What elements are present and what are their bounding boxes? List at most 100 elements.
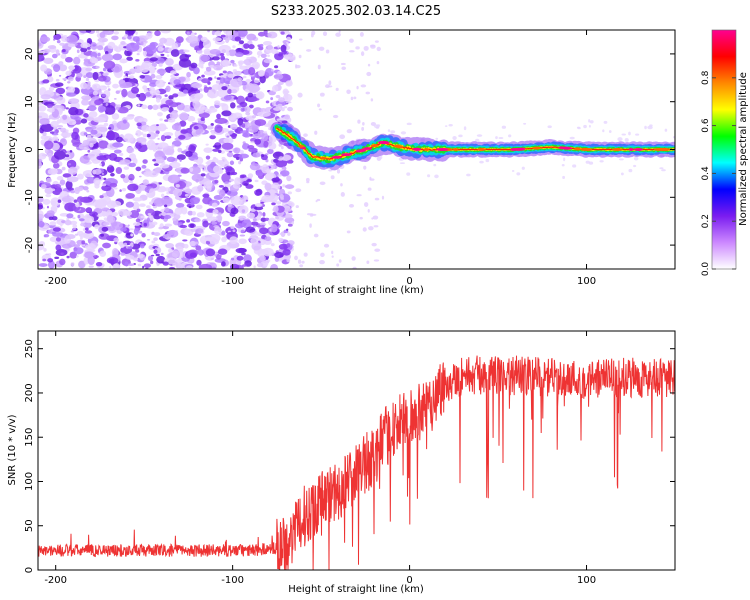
- noise-blob: [661, 169, 666, 172]
- snr-y-axis-label: SNR (10 * v/v): [7, 414, 18, 485]
- noise-blob: [162, 145, 175, 156]
- noise-blob: [72, 121, 76, 125]
- noise-blob: [102, 85, 107, 88]
- signal-hotspot: [583, 148, 593, 151]
- noise-blob: [175, 203, 185, 208]
- noise-blob: [110, 200, 122, 207]
- noise-blob: [322, 31, 328, 37]
- noise-blob: [94, 224, 100, 229]
- noise-blob: [155, 75, 163, 80]
- noise-blob: [83, 132, 88, 136]
- noise-blob: [48, 216, 54, 221]
- signal-hotspot: [423, 148, 430, 151]
- noise-blob: [86, 189, 90, 193]
- noise-blob: [370, 98, 374, 102]
- noise-blob: [227, 88, 232, 95]
- noise-blob: [135, 84, 138, 87]
- noise-blob: [72, 223, 78, 229]
- noise-blob: [156, 255, 166, 264]
- y-tick-label: 0: [24, 567, 35, 573]
- noise-blob: [39, 36, 51, 43]
- noise-blob: [159, 163, 170, 169]
- noise-blob: [339, 134, 346, 140]
- signal-hotspot: [532, 146, 541, 150]
- noise-blob: [157, 142, 169, 149]
- noise-blob: [48, 86, 55, 91]
- noise-blob: [221, 236, 227, 243]
- noise-blob: [38, 241, 45, 247]
- noise-blob: [85, 67, 93, 72]
- noise-blob: [88, 111, 98, 118]
- noise-blob: [146, 139, 156, 151]
- noise-blob: [286, 258, 291, 263]
- snr-x-ticks: -200 -100 0 100: [44, 331, 596, 586]
- noise-blob: [263, 41, 273, 46]
- noise-blob: [186, 219, 191, 223]
- noise-blob: [155, 253, 160, 257]
- noise-blob: [206, 125, 214, 130]
- noise-blob: [466, 173, 471, 177]
- noise-blob: [218, 184, 224, 188]
- noise-blob: [65, 56, 73, 63]
- noise-blob: [56, 176, 64, 181]
- noise-blob: [306, 181, 310, 184]
- noise-blob: [427, 174, 431, 178]
- noise-blob: [278, 158, 283, 161]
- noise-blob: [92, 90, 99, 96]
- noise-blob: [84, 251, 95, 259]
- noise-blob: [211, 221, 218, 225]
- noise-blob: [82, 221, 93, 229]
- noise-blob: [128, 68, 136, 75]
- noise-blob: [93, 168, 102, 175]
- noise-blob: [99, 163, 102, 167]
- noise-blob: [141, 78, 145, 81]
- noise-blob: [86, 134, 92, 140]
- noise-blob: [51, 53, 58, 59]
- x-tick-label: -100: [221, 276, 244, 287]
- noise-blob: [49, 221, 57, 226]
- noise-blob: [127, 35, 132, 40]
- noise-blob: [91, 125, 97, 130]
- noise-blob: [214, 142, 221, 146]
- noise-blob: [241, 252, 246, 256]
- noise-blob: [170, 49, 180, 57]
- colorbar-tick-label: 0.6: [701, 118, 711, 133]
- noise-blob: [516, 172, 521, 176]
- noise-blob: [373, 124, 379, 128]
- noise-blob: [91, 83, 101, 91]
- noise-blob: [80, 51, 85, 54]
- noise-blob: [221, 173, 231, 183]
- noise-blob: [547, 125, 552, 129]
- noise-blob: [275, 176, 280, 180]
- noise-blob: [150, 260, 154, 265]
- noise-blob: [116, 120, 130, 130]
- noise-blob: [123, 210, 133, 216]
- noise-blob: [119, 189, 122, 192]
- noise-blob: [167, 117, 176, 123]
- noise-blob: [125, 201, 134, 208]
- noise-blob: [201, 74, 205, 78]
- noise-blob: [254, 191, 261, 196]
- noise-blob: [283, 106, 288, 109]
- noise-blob: [259, 255, 266, 262]
- noise-blob: [146, 183, 153, 187]
- noise-blob: [153, 237, 158, 242]
- noise-blob: [62, 114, 68, 120]
- noise-blob: [258, 46, 264, 51]
- noise-blob: [264, 182, 272, 191]
- noise-blob: [44, 186, 54, 195]
- noise-blob: [38, 54, 45, 62]
- noise-blob: [330, 175, 335, 180]
- noise-blob: [120, 41, 126, 45]
- noise-blob: [353, 96, 357, 100]
- noise-blob: [264, 217, 270, 222]
- noise-blob: [274, 65, 279, 69]
- noise-blob: [117, 106, 129, 114]
- noise-blob: [227, 73, 235, 78]
- noise-blob: [618, 158, 624, 161]
- noise-blob: [55, 78, 60, 82]
- noise-blob: [43, 57, 54, 64]
- noise-blob: [237, 30, 248, 37]
- noise-blob: [212, 148, 220, 152]
- noise-blob: [162, 234, 168, 239]
